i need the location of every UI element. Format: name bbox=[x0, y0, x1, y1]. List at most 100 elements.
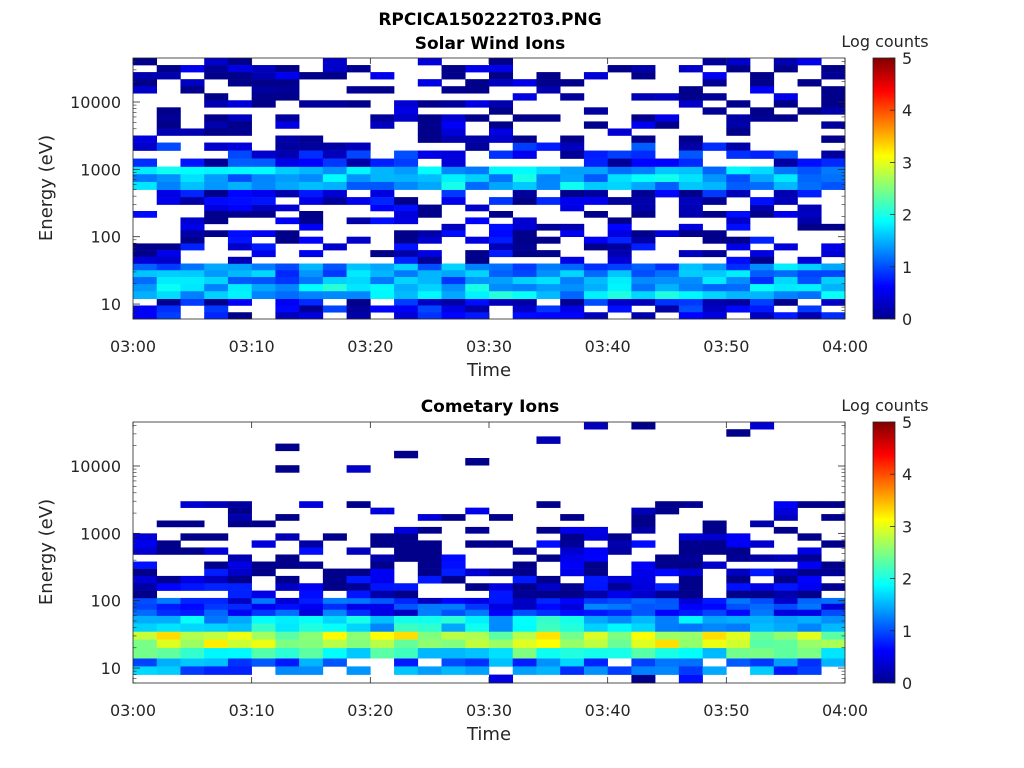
heatmap-cell bbox=[512, 223, 537, 231]
heatmap-cell bbox=[394, 666, 419, 675]
heatmap-cell bbox=[750, 283, 775, 292]
heatmap-cell bbox=[251, 639, 276, 649]
heatmap-cell bbox=[655, 305, 680, 313]
heatmap-cell bbox=[204, 142, 229, 151]
heatmap-cell bbox=[631, 540, 656, 548]
heatmap-cell bbox=[773, 65, 798, 73]
heatmap-cell bbox=[821, 631, 846, 640]
heatmap-cell bbox=[204, 65, 229, 73]
heatmap-cell bbox=[631, 507, 656, 515]
heatmap-cell bbox=[441, 298, 466, 306]
heatmap-cell bbox=[607, 217, 632, 225]
heatmap-cell bbox=[560, 561, 585, 569]
heatmap-cell bbox=[227, 291, 252, 300]
heatmap-cell bbox=[655, 639, 680, 649]
heatmap-cell bbox=[370, 561, 395, 569]
heatmap-cell bbox=[702, 230, 727, 238]
heatmap-cell bbox=[536, 86, 561, 94]
heatmap-cell bbox=[702, 263, 727, 271]
heatmap-cell bbox=[275, 283, 300, 292]
heatmap-cell bbox=[631, 520, 656, 528]
heatmap-cell bbox=[180, 639, 205, 649]
heatmap-cell bbox=[299, 666, 324, 675]
heatmap-cell bbox=[322, 568, 347, 577]
heatmap-cell bbox=[133, 142, 158, 151]
heatmap-cell bbox=[346, 142, 371, 151]
heatmap-cell bbox=[322, 189, 347, 198]
heatmap-cell bbox=[512, 79, 537, 87]
y-tick-label: 1000 bbox=[80, 524, 121, 543]
heatmap-cell bbox=[489, 58, 514, 66]
heatmap-cell bbox=[204, 263, 229, 271]
heatmap-cell bbox=[251, 263, 276, 271]
y-tick-label: 100 bbox=[90, 592, 121, 611]
heatmap-cell bbox=[227, 158, 252, 167]
heatmap-cell bbox=[180, 631, 205, 640]
heatmap-cell bbox=[631, 189, 656, 198]
heatmap-cell bbox=[512, 298, 537, 306]
heatmap-cell bbox=[156, 65, 181, 73]
heatmap-cell bbox=[702, 211, 727, 218]
heatmap-cell bbox=[797, 639, 822, 649]
heatmap-cell bbox=[465, 603, 490, 611]
heatmap-cell bbox=[750, 86, 775, 94]
heatmap-cell bbox=[631, 174, 656, 183]
heatmap-cell bbox=[465, 114, 490, 122]
heatmap-cell bbox=[821, 501, 846, 508]
heatmap-cell bbox=[133, 86, 158, 94]
heatmap-cell bbox=[750, 277, 775, 285]
heatmap-cell bbox=[370, 631, 395, 640]
heatmap-cell bbox=[583, 666, 608, 675]
heatmap-cell bbox=[750, 256, 775, 264]
heatmap-cell bbox=[465, 298, 490, 306]
heatmap-cell bbox=[489, 568, 514, 577]
heatmap-cell bbox=[465, 568, 490, 577]
heatmap-cell bbox=[702, 250, 727, 258]
heatmap-cell bbox=[251, 86, 276, 94]
heatmap-cell bbox=[773, 514, 798, 521]
heatmap-cell bbox=[678, 623, 703, 632]
heatmap-cell bbox=[346, 312, 371, 320]
heatmap-cell bbox=[631, 561, 656, 569]
heatmap-cell bbox=[560, 312, 585, 320]
heatmap-cell bbox=[441, 65, 466, 73]
heatmap-cell bbox=[251, 597, 276, 605]
x-axis-label: Time bbox=[466, 724, 511, 745]
heatmap-cell bbox=[275, 79, 300, 87]
heatmap-cell bbox=[773, 150, 798, 159]
heatmap-cell bbox=[726, 603, 751, 611]
heatmap-cell bbox=[750, 236, 775, 244]
heatmap-cell bbox=[489, 270, 514, 278]
heatmap-cell bbox=[275, 135, 300, 143]
heatmap-cell bbox=[322, 142, 347, 151]
heatmap-cell bbox=[275, 312, 300, 320]
heatmap-cell bbox=[773, 263, 798, 271]
heatmap-cell bbox=[251, 79, 276, 87]
heatmap-cell bbox=[536, 501, 561, 508]
heatmap-cell bbox=[560, 609, 585, 616]
heatmap-cell bbox=[489, 615, 514, 624]
heatmap-cell bbox=[251, 166, 276, 175]
colorbar-tick-label: 4 bbox=[902, 465, 912, 484]
heatmap-cell bbox=[821, 263, 846, 271]
heatmap-cell bbox=[583, 575, 608, 584]
heatmap-cell bbox=[821, 639, 846, 649]
heatmap-cell bbox=[489, 283, 514, 292]
heatmap-cell bbox=[275, 65, 300, 73]
heatmap-cell bbox=[275, 554, 300, 562]
heatmap-cell bbox=[678, 603, 703, 611]
heatmap-cell bbox=[678, 647, 703, 659]
heatmap-cell bbox=[607, 230, 632, 238]
heatmap-cell bbox=[370, 575, 395, 584]
heatmap-cell bbox=[275, 114, 300, 122]
heatmap-cell bbox=[560, 526, 585, 534]
x-tick-label: 03:00 bbox=[110, 337, 156, 356]
heatmap-cell bbox=[322, 583, 347, 591]
heatmap-cell bbox=[133, 540, 158, 548]
heatmap-cell bbox=[346, 609, 371, 616]
heatmap-cell bbox=[133, 243, 158, 251]
heatmap-cell bbox=[370, 217, 395, 225]
heatmap-cell bbox=[156, 107, 181, 115]
heatmap-cell bbox=[678, 150, 703, 159]
heatmap-cell bbox=[156, 647, 181, 659]
